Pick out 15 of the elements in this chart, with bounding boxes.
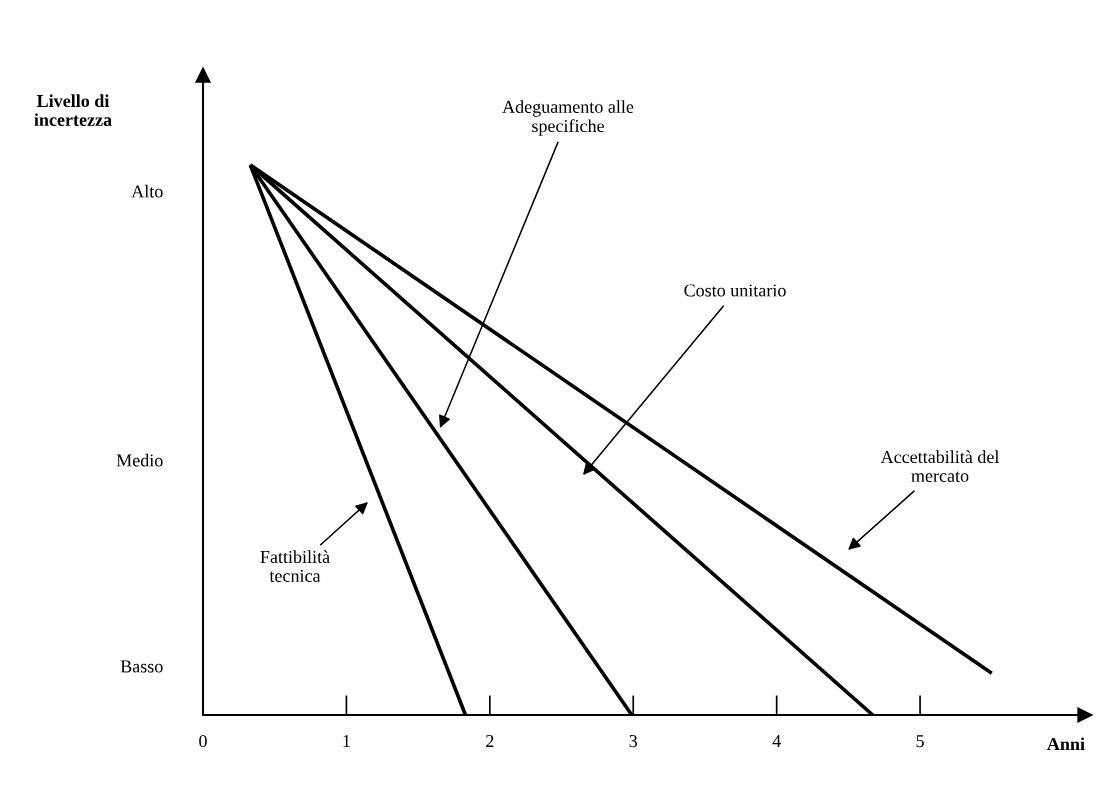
annotation: Fattibilità tecnica: [260, 550, 330, 582]
x-tick-label: 0: [199, 734, 207, 748]
category-label: Medio: [116, 453, 163, 467]
x-tick-label: 4: [772, 735, 781, 747]
x-tick-label: 1: [343, 735, 350, 747]
category-label: Basso: [120, 660, 163, 673]
x-tick-label: 5: [916, 735, 924, 748]
annotation: Accettabilità del mercato: [880, 450, 1000, 482]
x-tick-label: 3: [629, 735, 638, 748]
category-label: Alto: [131, 184, 163, 198]
x-tick-label: 2: [486, 735, 494, 747]
annotation: Costo unitario: [684, 284, 786, 297]
x-axis-title: Anni: [1047, 737, 1085, 750]
text: Livello di incertezza: [34, 94, 112, 126]
text: Adeguamento alle specifiche: [502, 100, 634, 136]
